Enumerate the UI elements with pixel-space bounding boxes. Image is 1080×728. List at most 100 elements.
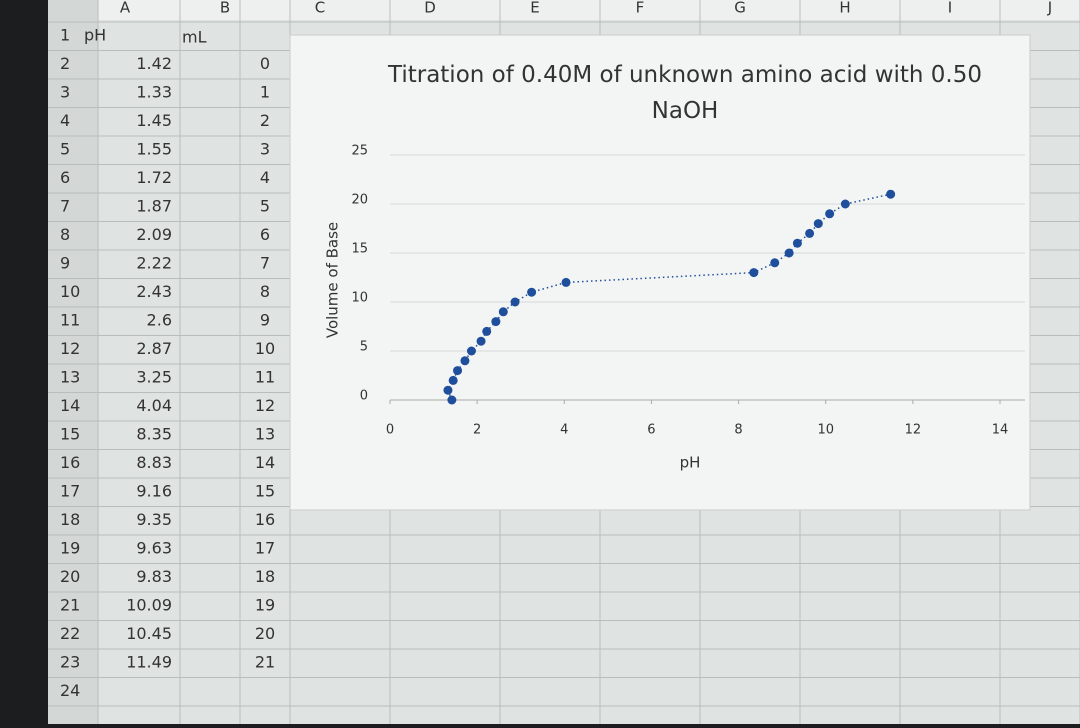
cell-value: 1.87 (136, 197, 172, 216)
cell-value: 9.63 (136, 539, 172, 558)
chart-title-box: Titration of 0.40M of unknown amino acid… (387, 62, 983, 124)
cell-value: 2 (260, 111, 270, 130)
y-tick-label: 10 (351, 291, 368, 306)
data-point (813, 219, 823, 229)
row-number: 19 (60, 539, 80, 558)
row-number: 12 (60, 339, 80, 358)
y-tick-label: 5 (360, 340, 368, 355)
x-tick-label: 2 (473, 423, 481, 438)
data-point (825, 209, 835, 219)
row-number: 4 (60, 111, 70, 130)
data-point (460, 356, 470, 366)
row-number: 21 (60, 596, 80, 615)
cell-value: 10 (255, 339, 275, 358)
data-point (840, 199, 850, 209)
data-point (476, 336, 486, 346)
cell-value: 18 (255, 567, 275, 586)
x-tick-label: 14 (992, 423, 1009, 438)
data-point (447, 395, 457, 405)
cell-value: 4 (260, 168, 270, 187)
chart-area (289, 34, 1031, 511)
header-cell: pH (84, 26, 106, 45)
row-number: 9 (60, 254, 70, 273)
column-header: C (315, 0, 325, 17)
cell-value: 2.43 (136, 282, 172, 301)
cell-value: 10.09 (126, 596, 172, 615)
x-tick-label: 6 (647, 423, 655, 438)
row-number: 6 (60, 168, 70, 187)
row-number: 3 (60, 83, 70, 102)
data-point (886, 189, 896, 199)
data-point (482, 326, 492, 336)
cell-value: 5 (260, 197, 270, 216)
data-point (792, 238, 802, 248)
column-header-bar (48, 0, 1080, 20)
column-header: A (120, 0, 131, 17)
row-number: 15 (60, 425, 80, 444)
row-number: 7 (60, 197, 70, 216)
column-header: D (424, 0, 436, 17)
data-point (443, 385, 453, 395)
cell-value: 3.25 (136, 368, 172, 387)
cell-value: 6 (260, 225, 270, 244)
cell-value: 3 (260, 140, 270, 159)
cell-value: 7 (260, 254, 270, 273)
cell-value: 1.33 (136, 83, 172, 102)
cell-value: 9.35 (136, 510, 172, 529)
row-number: 1 (60, 26, 70, 45)
row-number: 2 (60, 54, 70, 73)
data-point (784, 248, 794, 258)
column-header: B (220, 0, 230, 17)
cell-value: 4.04 (136, 396, 172, 415)
x-tick-label: 8 (734, 423, 742, 438)
cell-value: 2.87 (136, 339, 172, 358)
row-number: 23 (60, 653, 80, 672)
header-cell: mL (182, 28, 207, 47)
series-line (447, 193, 891, 401)
cell-value: 2.22 (136, 254, 172, 273)
row-number: 5 (60, 140, 70, 159)
x-tick-label: 0 (386, 423, 394, 438)
cell-value: 0 (260, 54, 270, 73)
column-header: H (839, 0, 850, 17)
cell-value: 16 (255, 510, 275, 529)
cell-value: 2.09 (136, 225, 172, 244)
data-point (491, 317, 501, 327)
cell-value: 9.16 (136, 482, 172, 501)
x-tick-label: 4 (560, 423, 568, 438)
cell-value: 11.49 (126, 653, 172, 672)
data-point (498, 307, 508, 317)
cell-value: 8 (260, 282, 270, 301)
chart-title: Titration of 0.40M of unknown amino acid… (387, 62, 983, 124)
row-number: 22 (60, 624, 80, 643)
cell-value: 13 (255, 425, 275, 444)
row-number: 18 (60, 510, 80, 529)
cell-value: 11 (255, 368, 275, 387)
cell-value: 8.83 (136, 453, 172, 472)
row-number: 13 (60, 368, 80, 387)
cell-value: 15 (255, 482, 275, 501)
data-point (561, 277, 571, 287)
y-tick-label: 20 (351, 193, 368, 208)
cell-value: 1.72 (136, 168, 172, 187)
row-number: 11 (60, 311, 80, 330)
cell-value: 14 (255, 453, 275, 472)
column-header: E (530, 0, 539, 17)
row-number: 14 (60, 396, 80, 415)
column-header: I (948, 0, 952, 17)
column-header: J (1047, 0, 1052, 17)
y-tick-label: 0 (360, 389, 368, 404)
data-point (466, 346, 476, 356)
y-tick-label: 25 (351, 144, 368, 159)
cell-value: 2.6 (147, 311, 172, 330)
data-point (527, 287, 537, 297)
cell-value: 17 (255, 539, 275, 558)
row-number: 17 (60, 482, 80, 501)
cell-value: 1.55 (136, 140, 172, 159)
column-header: G (734, 0, 746, 17)
cell-value: 1 (260, 83, 270, 102)
cell-value: 21 (255, 653, 275, 672)
row-number: 20 (60, 567, 80, 586)
